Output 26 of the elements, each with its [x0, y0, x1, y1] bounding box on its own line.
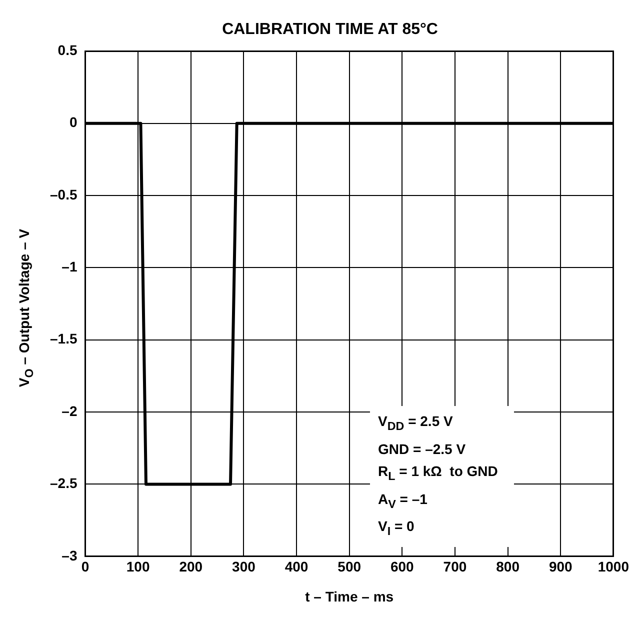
- annotation: GND = –2.5 V: [378, 440, 467, 459]
- annotation: V$_{DD}$ = 2.5 V: [378, 412, 454, 435]
- x-tick-label: 600: [390, 558, 414, 575]
- x-tick-label: 800: [496, 558, 520, 575]
- annotation: V$_{I}$ = 0: [378, 517, 416, 540]
- x-tick-label: 400: [284, 558, 308, 575]
- y-tick-label: –1: [62, 258, 78, 275]
- x-tick-label: 500: [338, 558, 362, 575]
- y-tick-label: –2: [62, 402, 78, 419]
- x-axis-title: t – Time – ms: [305, 588, 394, 604]
- annotation: A$_{V}$ = –1: [378, 490, 428, 512]
- x-tick-label: 100: [126, 558, 150, 575]
- y-tick-label: –1.5: [50, 330, 78, 347]
- x-tick-label: 200: [179, 558, 203, 575]
- x-tick-label: 900: [548, 558, 572, 575]
- x-tick-label: 700: [443, 558, 467, 575]
- y-tick-label: –2.5: [50, 475, 78, 492]
- annotation: R$_{L}$ = 1 kΩ to GND: [378, 462, 498, 485]
- chart-title: CALIBRATION TIME AT 85°C: [222, 21, 438, 38]
- x-tick-label: 300: [232, 558, 256, 575]
- y-tick-label: 0.5: [58, 42, 78, 58]
- x-tick-label: 1000: [598, 558, 630, 575]
- x-tick-label: 0: [81, 558, 90, 575]
- y-tick-label: 0: [69, 114, 78, 130]
- y-tick-label: –3: [62, 547, 78, 564]
- y-tick-label: –0.5: [50, 186, 78, 202]
